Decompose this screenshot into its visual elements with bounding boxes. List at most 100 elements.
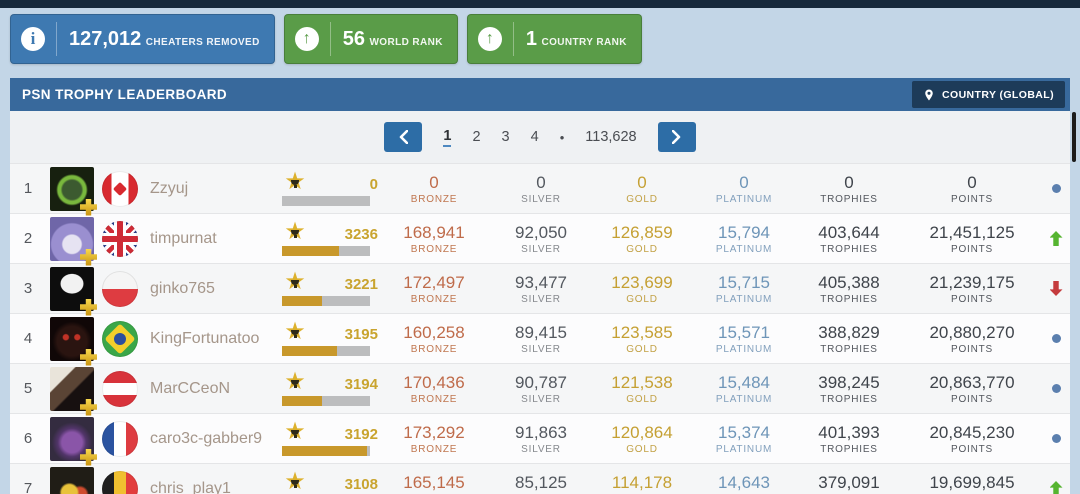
stat-cheaters-removed: i 127,012 CHEATERS REMOVED xyxy=(10,14,275,64)
points-count: 20,845,230 xyxy=(929,422,1015,442)
country-rank-value: 1 xyxy=(525,28,538,50)
trophy-level: 3195 xyxy=(344,326,378,343)
world-rank-value: 56 xyxy=(342,28,366,50)
username-link[interactable]: chris_play1 xyxy=(150,479,231,494)
country-filter-button[interactable]: COUNTRY (GLOBAL) xyxy=(912,81,1065,108)
trophies-label: TROPHIES xyxy=(820,393,878,405)
next-page-button[interactable] xyxy=(657,122,696,152)
platinum-count: 15,484 xyxy=(718,372,770,392)
platinum-count: 15,374 xyxy=(718,422,770,442)
level-progress-bar xyxy=(282,196,370,206)
trend-steady-icon xyxy=(1051,334,1061,343)
bronze-label: BRONZE xyxy=(410,443,458,455)
stat-world-rank: ↑ 56 WORLD RANK xyxy=(283,14,458,64)
cheaters-removed-value: 127,012 xyxy=(69,28,142,50)
trophies-label: TROPHIES xyxy=(820,293,878,305)
bronze-count: 168,941 xyxy=(403,222,465,242)
trend-indicator xyxy=(1042,434,1070,443)
trend-down-icon xyxy=(1049,281,1063,296)
trend-steady-icon xyxy=(1051,434,1061,443)
arrow-up-icon: ↑ xyxy=(294,27,319,51)
silver-count: 91,863 xyxy=(515,422,567,442)
trophy-level: 3221 xyxy=(344,276,378,293)
username-link[interactable]: ginko765 xyxy=(150,279,215,297)
divider xyxy=(512,22,514,56)
page-link-1[interactable]: 1 xyxy=(443,128,452,147)
gold-count: 120,864 xyxy=(611,422,673,442)
rank: 6 xyxy=(23,430,33,447)
page-link-3[interactable]: 3 xyxy=(501,129,510,145)
world-rank-label: WORLD RANK xyxy=(369,37,443,48)
trophies-count: 401,393 xyxy=(818,422,880,442)
platinum-count: 15,715 xyxy=(718,272,770,292)
trend-indicator xyxy=(1042,231,1070,246)
trophies-label: TROPHIES xyxy=(820,443,878,455)
country-flag-icon xyxy=(102,320,138,357)
username-link[interactable]: Zzyuj xyxy=(150,179,189,197)
platinum-count: 15,571 xyxy=(718,322,770,342)
platinum-label: PLATINUM xyxy=(715,193,773,205)
username-link[interactable]: timpurnat xyxy=(150,229,217,247)
page-link-last[interactable]: 113,628 xyxy=(585,129,637,145)
avatar[interactable] xyxy=(50,166,94,211)
gold-count: 121,538 xyxy=(611,372,673,392)
silver-label: SILVER xyxy=(521,193,561,205)
silver-count: 90,787 xyxy=(515,372,567,392)
country-flag-icon xyxy=(102,470,138,494)
leaderboard-header: PSN TROPHY LEADERBOARD COUNTRY (GLOBAL) xyxy=(10,78,1070,111)
divider xyxy=(329,22,331,56)
chevron-left-icon xyxy=(399,130,408,144)
trophies-count: 379,091 xyxy=(818,472,880,492)
points-label: POINTS xyxy=(950,193,994,205)
username-link[interactable]: MarCCeoN xyxy=(150,379,231,397)
scrollbar[interactable] xyxy=(1072,112,1076,162)
gold-label: GOLD xyxy=(626,393,658,405)
trophy-level-star-icon: ★ xyxy=(282,320,308,344)
avatar[interactable] xyxy=(50,466,94,494)
trend-indicator xyxy=(1042,184,1070,193)
trend-up-icon xyxy=(1049,231,1063,246)
country-flag-icon xyxy=(102,270,138,307)
prev-page-button[interactable] xyxy=(384,122,423,152)
cheaters-removed-label: CHEATERS REMOVED xyxy=(145,37,260,48)
username-link[interactable]: KingFortunatoo xyxy=(150,329,260,347)
gold-label: GOLD xyxy=(626,343,658,355)
trophy-level: 3108 xyxy=(344,476,378,493)
table-row: 7 chris_play1 ★ 3108 165,145BRONZE 85,12… xyxy=(10,463,1070,494)
page-title: PSN TROPHY LEADERBOARD xyxy=(22,87,228,102)
info-icon: i xyxy=(21,27,45,51)
divider xyxy=(56,22,57,56)
country-flag-icon xyxy=(102,220,138,257)
gold-count: 0 xyxy=(637,172,647,192)
map-pin-icon xyxy=(925,89,933,100)
page-link-2[interactable]: 2 xyxy=(472,129,481,145)
points-count: 19,699,845 xyxy=(929,472,1015,492)
silver-label: SILVER xyxy=(521,443,561,455)
trend-steady-icon xyxy=(1051,184,1061,193)
points-count: 21,239,175 xyxy=(929,272,1015,292)
rank: 7 xyxy=(23,480,33,494)
rank: 3 xyxy=(23,280,33,297)
country-flag-icon xyxy=(102,370,138,407)
trend-steady-icon xyxy=(1051,384,1061,393)
trophy-level-star-icon: ★ xyxy=(282,470,308,494)
level-progress-bar xyxy=(282,346,370,356)
trophy-level-star-icon: ★ xyxy=(282,220,308,244)
chevron-right-icon xyxy=(672,130,681,144)
silver-label: SILVER xyxy=(521,343,561,355)
pagination: 1 2 3 4 • 113,628 xyxy=(10,111,1070,163)
gold-label: GOLD xyxy=(626,293,658,305)
bronze-label: BRONZE xyxy=(410,193,458,205)
level-progress-bar xyxy=(282,296,370,306)
level-progress-bar xyxy=(282,446,370,456)
platinum-label: PLATINUM xyxy=(715,443,773,455)
arrow-up-icon: ↑ xyxy=(477,27,502,51)
page-link-4[interactable]: 4 xyxy=(530,129,539,145)
level-progress-bar xyxy=(282,396,370,406)
bronze-label: BRONZE xyxy=(410,393,458,405)
trophy-level: 3192 xyxy=(344,426,378,443)
username-link[interactable]: caro3c-gabber9 xyxy=(150,429,263,447)
